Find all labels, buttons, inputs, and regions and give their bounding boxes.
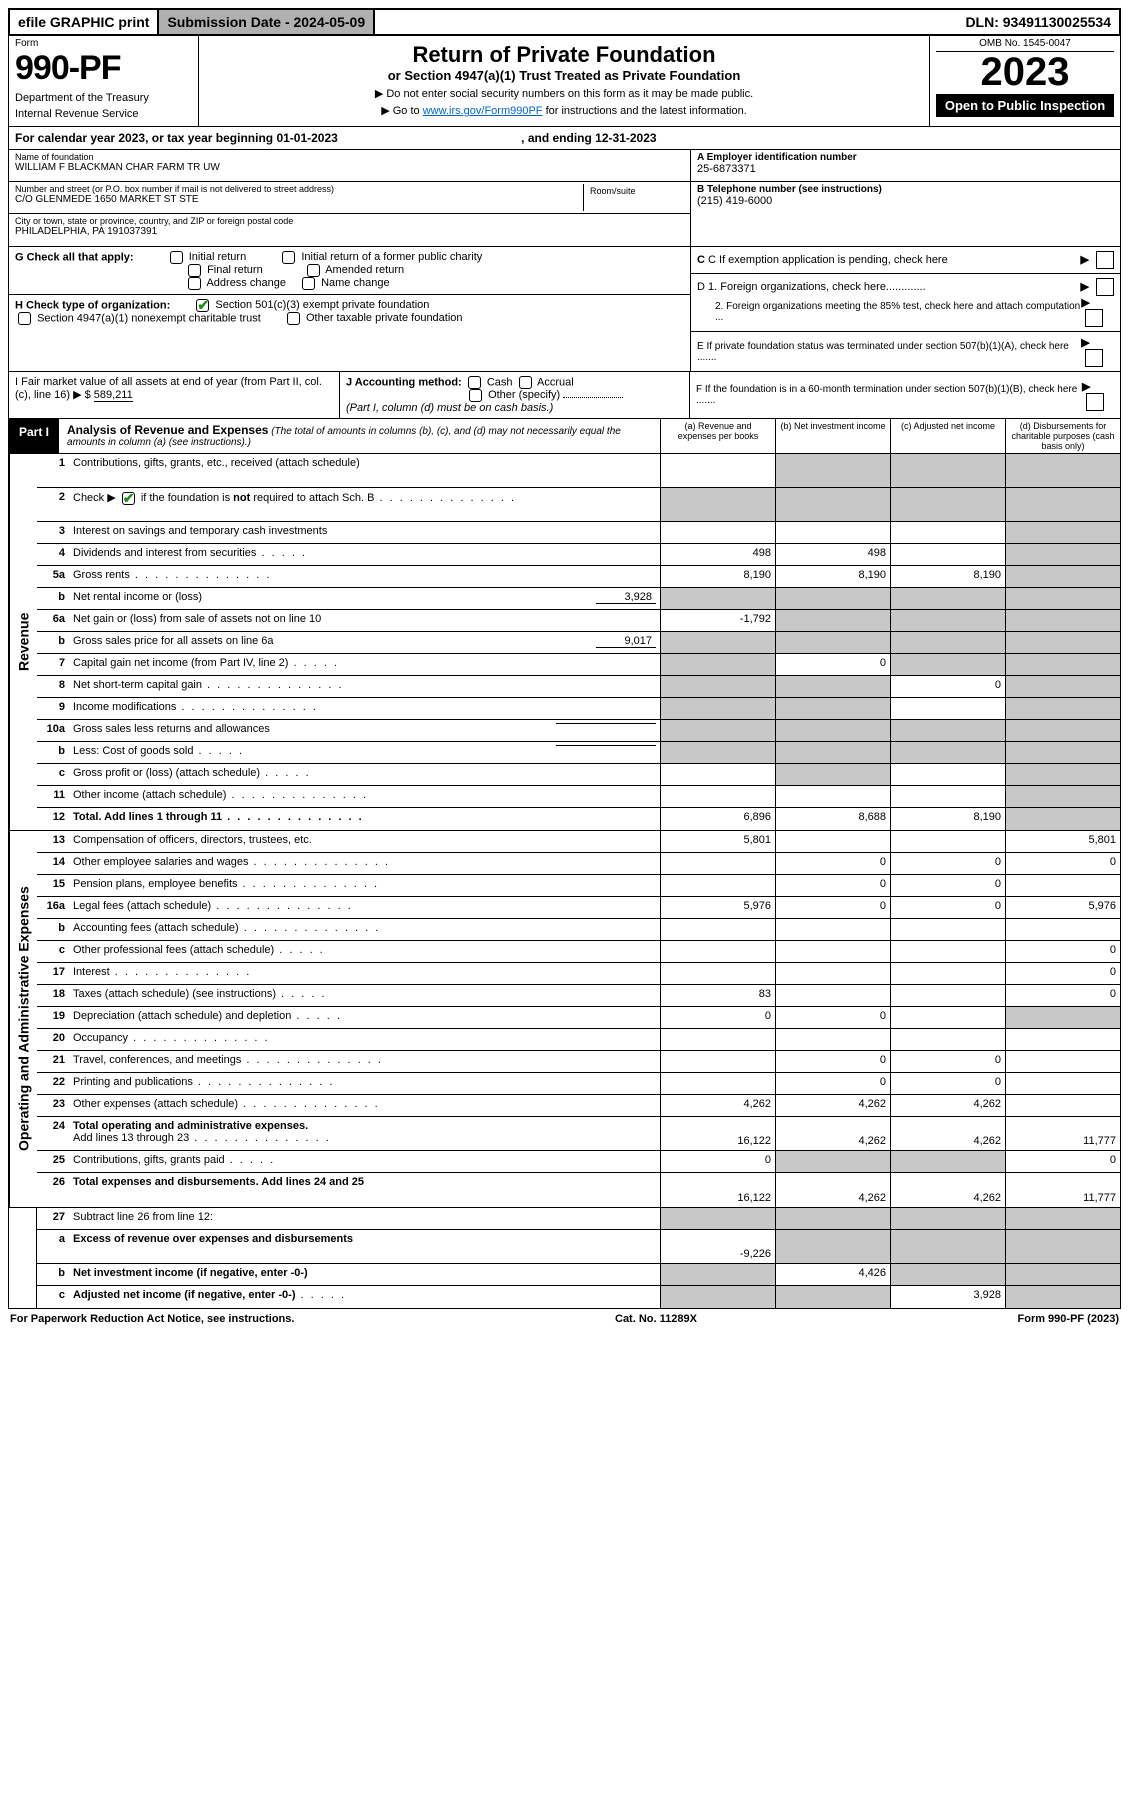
phone-value: (215) 419-6000 [697, 195, 1114, 207]
top-bar: efile GRAPHIC print Submission Date - 20… [8, 8, 1121, 36]
dln-label: DLN: 93491130025534 [957, 10, 1119, 34]
paperwork-notice: For Paperwork Reduction Act Notice, see … [10, 1313, 294, 1325]
form-number: 990-PF [15, 49, 192, 88]
ein-label: A Employer identification number [697, 152, 1114, 163]
form-subtitle: or Section 4947(a)(1) Trust Treated as P… [209, 68, 919, 83]
cash-check[interactable] [468, 376, 481, 389]
ssn-note: ▶ Do not enter social security numbers o… [209, 87, 919, 100]
part1-title: Analysis of Revenue and Expenses [67, 423, 268, 437]
irs-label: Internal Revenue Service [15, 108, 192, 120]
col-b-header: (b) Net investment income [775, 419, 890, 453]
phone-label: B Telephone number (see instructions) [697, 184, 1114, 195]
col-d-header: (d) Disbursements for charitable purpose… [1005, 419, 1120, 453]
name-label: Name of foundation [15, 152, 684, 162]
ij-row: I Fair market value of all assets at end… [8, 372, 1121, 419]
col-c-header: (c) Adjusted net income [890, 419, 1005, 453]
initial-public-check[interactable] [282, 251, 295, 264]
form-header: Form 990-PF Department of the Treasury I… [8, 36, 1121, 127]
form-title: Return of Private Foundation [209, 42, 919, 68]
d1-checkbox[interactable] [1096, 278, 1114, 296]
foundation-name: WILLIAM F BLACKMAN CHAR FARM TR UW [15, 162, 684, 173]
initial-return-check[interactable] [170, 251, 183, 264]
name-change-check[interactable] [302, 277, 315, 290]
foundation-city: PHILADELPHIA, PA 191037391 [15, 226, 684, 237]
fmv-value: 589,211 [94, 389, 133, 402]
address-change-check[interactable] [188, 277, 201, 290]
part1-label: Part I [9, 419, 59, 453]
revenue-table: Revenue 1Contributions, gifts, grants, e… [8, 454, 1121, 831]
form-link[interactable]: www.irs.gov/Form990PF [423, 105, 543, 117]
h-row: H Check type of organization: Section 50… [9, 295, 690, 329]
expenses-side-label: Operating and Administrative Expenses [9, 831, 37, 1207]
amended-return-check[interactable] [307, 264, 320, 277]
revenue-side-label: Revenue [9, 454, 37, 830]
expenses-table: Operating and Administrative Expenses 13… [8, 831, 1121, 1208]
d2-checkbox[interactable] [1085, 309, 1103, 327]
checks-block: G Check all that apply: Initial return I… [8, 247, 1121, 372]
addr-label: Number and street (or P.O. box number if… [15, 184, 583, 194]
form-word: Form [15, 38, 192, 49]
city-label: City or town, state or province, country… [15, 216, 684, 226]
room-label: Room/suite [590, 186, 678, 196]
f-checkbox[interactable] [1086, 393, 1104, 411]
ein-value: 25-6873371 [697, 163, 1114, 175]
4947-check[interactable] [18, 312, 31, 325]
501c3-check[interactable] [196, 299, 209, 312]
form-ref: Form 990-PF (2023) [1018, 1313, 1119, 1325]
e-checkbox[interactable] [1085, 349, 1103, 367]
submission-date: Submission Date - 2024-05-09 [159, 10, 375, 34]
tax-year: 2023 [936, 52, 1114, 92]
f-row: F If the foundation is in a 60-month ter… [690, 372, 1120, 418]
foundation-address: C/O GLENMEDE 1650 MARKET ST STE [15, 194, 583, 205]
efile-label: efile GRAPHIC print [10, 10, 159, 34]
c-row: C C If exemption application is pending,… [691, 247, 1120, 274]
final-return-check[interactable] [188, 264, 201, 277]
page-footer: For Paperwork Reduction Act Notice, see … [8, 1309, 1121, 1329]
d-row: D 1. Foreign organizations, check here..… [691, 274, 1120, 332]
line27-table: 27Subtract line 26 from line 12: aExcess… [8, 1208, 1121, 1309]
identity-block: Name of foundation WILLIAM F BLACKMAN CH… [8, 150, 1121, 247]
c-checkbox[interactable] [1096, 251, 1114, 269]
calendar-year-row: For calendar year 2023, or tax year begi… [8, 127, 1121, 150]
col-a-header: (a) Revenue and expenses per books [660, 419, 775, 453]
goto-note: ▶ Go to www.irs.gov/Form990PF for instru… [209, 104, 919, 117]
part1-header: Part I Analysis of Revenue and Expenses … [8, 419, 1121, 454]
dept-treasury: Department of the Treasury [15, 92, 192, 104]
accrual-check[interactable] [519, 376, 532, 389]
other-taxable-check[interactable] [287, 312, 300, 325]
cat-number: Cat. No. 11289X [615, 1313, 697, 1325]
e-row: E If private foundation status was termi… [691, 332, 1120, 371]
sch-b-check[interactable] [122, 492, 135, 505]
g-row: G Check all that apply: Initial return I… [9, 247, 690, 295]
open-public-badge: Open to Public Inspection [936, 94, 1114, 117]
other-method-check[interactable] [469, 389, 482, 402]
